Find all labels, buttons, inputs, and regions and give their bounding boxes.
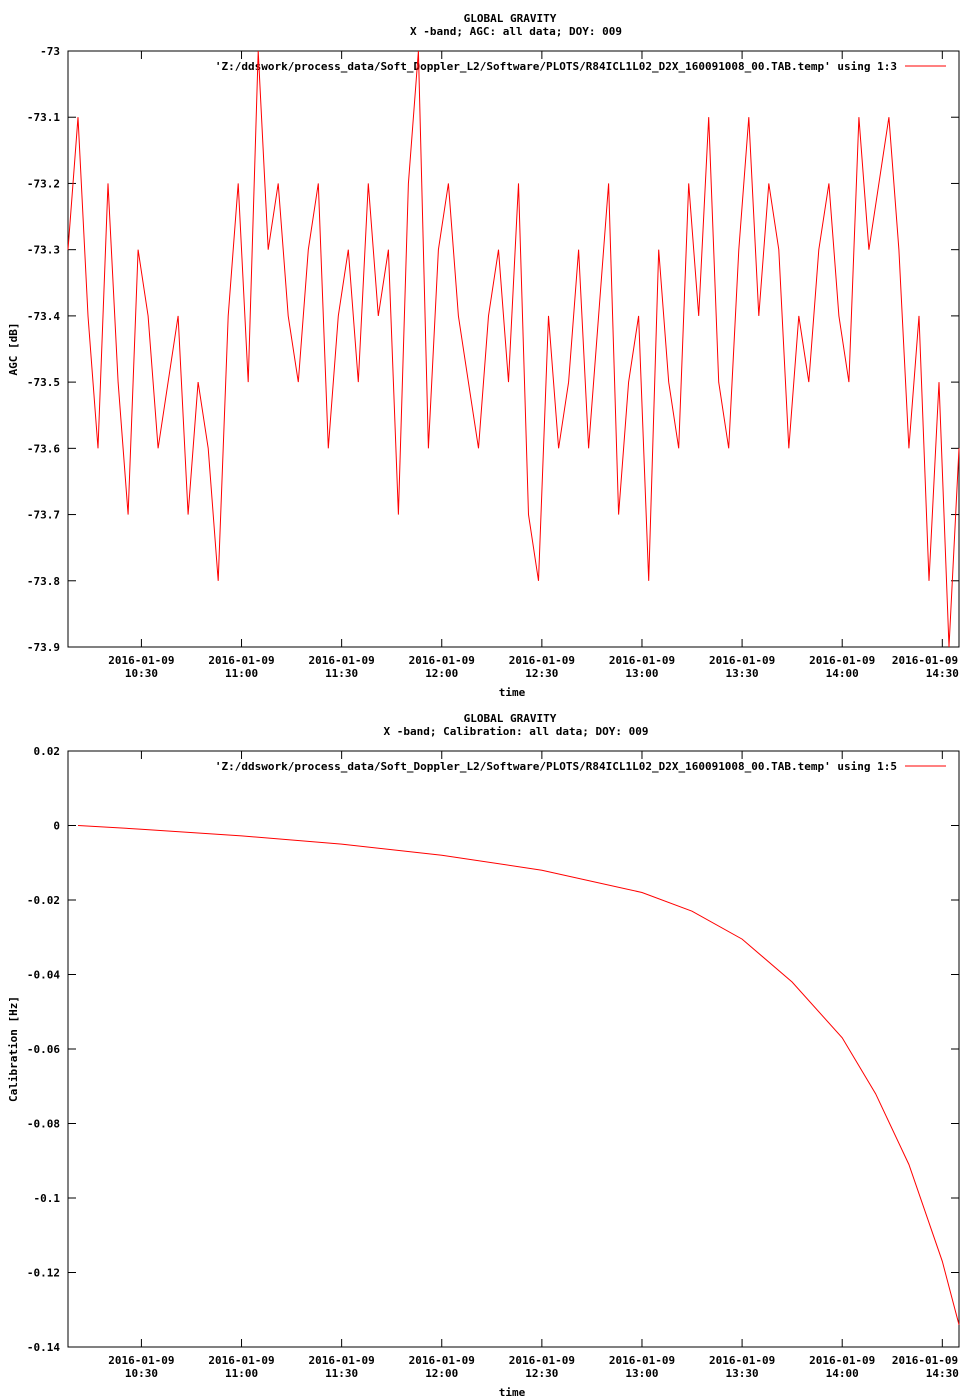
chart-subtitle: X -band; AGC: all data; DOY: 009: [410, 25, 622, 38]
y-axis: 0.02 0 -0.02 -0.04 -0.06 -0.08 -0.1 -0.12 -0.14: [27, 745, 959, 1354]
y-tick-label: -0.04: [27, 969, 60, 982]
x-tick-time: 14:00: [826, 667, 859, 680]
y-tick-label: 0.02: [34, 745, 61, 758]
x-tick-time: 12:00: [425, 1367, 458, 1380]
x-tick-date: 2016-01-09: [892, 654, 958, 667]
x-tick-time: 10:30: [125, 667, 158, 680]
x-tick-date: 2016-01-09: [709, 654, 775, 667]
y-tick-label: -0.02: [27, 894, 60, 907]
x-tick-time: 10:30: [125, 1367, 158, 1380]
x-tick-time: 14:30: [926, 667, 959, 680]
x-tick-date: 2016-01-09: [409, 1354, 475, 1367]
y-tick-label: -73.6: [27, 442, 60, 455]
y-tick-label: -0.08: [27, 1118, 60, 1131]
x-tick-time: 12:30: [525, 1367, 558, 1380]
x-tick-date: 2016-01-09: [509, 1354, 575, 1367]
chart-title: GLOBAL GRAVITY: [464, 12, 557, 25]
x-tick-time: 13:00: [625, 1367, 658, 1380]
x-tick-date: 2016-01-09: [892, 1354, 958, 1367]
x-tick-date: 2016-01-09: [709, 1354, 775, 1367]
x-tick-date: 2016-01-09: [809, 1354, 875, 1367]
calibration-panel: GLOBAL GRAVITY X -band; Calibration: all…: [7, 712, 960, 1399]
x-axis: 2016-01-0910:302016-01-0911:002016-01-09…: [108, 751, 959, 1380]
x-tick-date: 2016-01-09: [609, 1354, 675, 1367]
chart-title: GLOBAL GRAVITY: [464, 712, 557, 725]
agc-panel: GLOBAL GRAVITY X -band; AGC: all data; D…: [7, 12, 960, 699]
plot-frame: [67, 50, 960, 648]
x-tick-date: 2016-01-09: [208, 654, 274, 667]
series-line: [67, 50, 960, 648]
y-tick-label: -0.12: [27, 1267, 60, 1280]
x-tick-time: 11:30: [325, 1367, 358, 1380]
x-tick-date: 2016-01-09: [309, 654, 375, 667]
x-tick-time: 12:30: [525, 667, 558, 680]
chart-subtitle: X -band; Calibration: all data; DOY: 009: [384, 725, 649, 738]
x-tick-time: 14:30: [926, 1367, 959, 1380]
x-tick-date: 2016-01-09: [208, 1354, 274, 1367]
x-tick-time: 14:00: [826, 1367, 859, 1380]
series-line: [77, 825, 960, 1325]
y-tick-label: -73.2: [27, 177, 60, 190]
y-tick-label: -73: [40, 45, 60, 58]
y-axis-label: Calibration [Hz]: [7, 996, 20, 1102]
x-tick-date: 2016-01-09: [108, 1354, 174, 1367]
x-tick-time: 13:30: [726, 667, 759, 680]
y-axis: -73 -73.1 -73.2 -73.3 -73.4 -73.5 -73.6 -73.7 -7…: [27, 45, 959, 654]
x-tick-time: 11:30: [325, 667, 358, 680]
y-tick-label: -73.1: [27, 111, 60, 124]
legend-label: 'Z:/ddswork/process_data/Soft_Doppler_L2…: [215, 760, 897, 773]
plot-frame: [67, 750, 960, 1348]
legend: 'Z:/ddswork/process_data/Soft_Doppler_L2…: [215, 60, 946, 73]
x-tick-date: 2016-01-09: [309, 1354, 375, 1367]
x-tick-time: 11:00: [225, 667, 258, 680]
x-tick-date: 2016-01-09: [409, 654, 475, 667]
x-tick-date: 2016-01-09: [509, 654, 575, 667]
x-tick-time: 12:00: [425, 667, 458, 680]
x-tick-time: 11:00: [225, 1367, 258, 1380]
y-tick-label: -73.4: [27, 310, 60, 323]
x-axis-label: time: [499, 686, 526, 699]
y-tick-label: -0.14: [27, 1341, 60, 1354]
x-tick-date: 2016-01-09: [609, 654, 675, 667]
x-tick-date: 2016-01-09: [809, 654, 875, 667]
y-tick-label: -73.7: [27, 509, 60, 522]
x-axis-label: time: [499, 1386, 526, 1399]
y-tick-label: 0: [53, 820, 60, 833]
y-tick-label: -73.9: [27, 641, 60, 654]
legend: 'Z:/ddswork/process_data/Soft_Doppler_L2…: [215, 760, 946, 773]
x-tick-time: 13:30: [726, 1367, 759, 1380]
x-tick-time: 13:00: [625, 667, 658, 680]
y-tick-label: -0.06: [27, 1043, 60, 1056]
y-axis-label: AGC [dB]: [7, 323, 20, 376]
y-tick-label: -0.1: [34, 1192, 61, 1205]
y-tick-label: -73.3: [27, 244, 60, 257]
legend-label: 'Z:/ddswork/process_data/Soft_Doppler_L2…: [215, 60, 897, 73]
x-tick-date: 2016-01-09: [108, 654, 174, 667]
y-tick-label: -73.5: [27, 376, 60, 389]
y-tick-label: -73.8: [27, 575, 60, 588]
x-axis: 2016-01-0910:302016-01-0911:002016-01-09…: [108, 51, 959, 680]
